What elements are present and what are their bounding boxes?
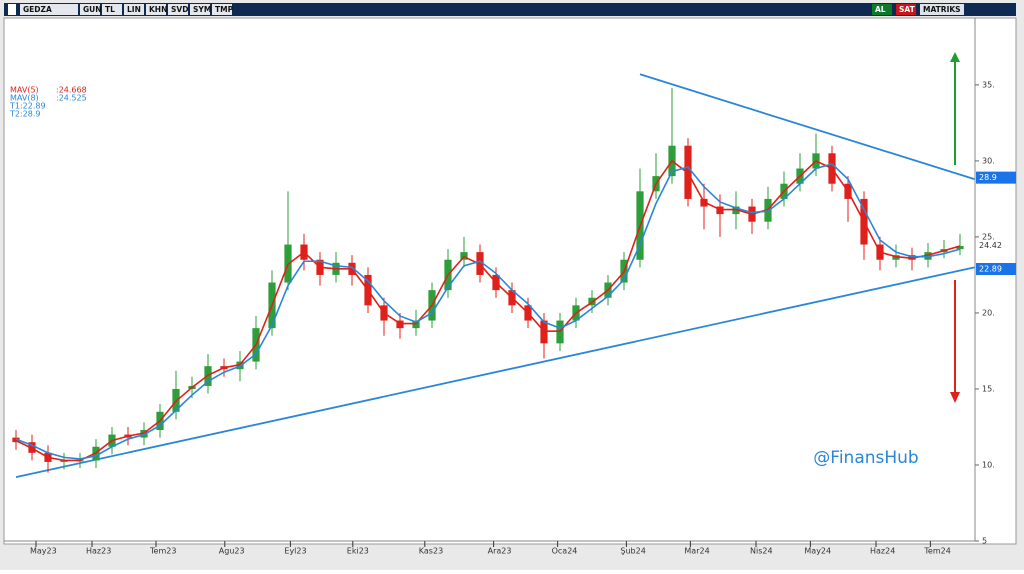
toolbar-button[interactable] xyxy=(124,4,144,15)
toolbar-button[interactable] xyxy=(896,4,916,15)
y-tick-label: 35. xyxy=(982,80,995,89)
legend-name: MAV(5) xyxy=(10,86,39,95)
y-tick-label: 15. xyxy=(982,384,995,393)
x-tick-label: Tem24 xyxy=(923,547,950,556)
toolbar-label: TMP xyxy=(215,5,234,14)
level-label: 24.42 xyxy=(979,241,1002,250)
toolbar-label: GUN xyxy=(83,5,102,14)
toolbar-label: LIN xyxy=(127,5,141,14)
up-arrow-head xyxy=(950,52,960,62)
toolbar-label: SYM xyxy=(193,5,211,14)
x-tick-label: Haz24 xyxy=(870,547,895,556)
level-label: 22.89 xyxy=(979,265,1002,274)
toolbar-button[interactable] xyxy=(190,4,210,15)
x-tick-label: Şub24 xyxy=(620,547,645,556)
y-tick-label: 25. xyxy=(982,232,995,241)
toolbar-label: SVD xyxy=(171,5,188,14)
moving-average xyxy=(15,163,961,460)
level-box xyxy=(976,263,1016,276)
watermark: @FinansHub xyxy=(813,448,918,468)
y-tick-label: 20. xyxy=(982,308,995,317)
x-tick-label: Ara23 xyxy=(488,547,512,556)
y-tick-label: 5 xyxy=(982,537,987,546)
toolbar-button[interactable] xyxy=(212,4,232,15)
toolbar-button[interactable] xyxy=(20,4,78,15)
annotation: T1:22.89 xyxy=(9,102,46,111)
x-tick-label: Agu23 xyxy=(219,547,245,556)
x-tick-label: Mar24 xyxy=(684,547,709,556)
y-tick-label: 10. xyxy=(982,460,995,469)
plot-area xyxy=(3,17,1017,545)
toolbar-button[interactable] xyxy=(80,4,100,15)
toolbar-button[interactable] xyxy=(146,4,166,15)
toolbar-button[interactable] xyxy=(872,4,892,15)
level-box xyxy=(976,171,1016,184)
x-tick-label: Eki23 xyxy=(347,547,369,556)
x-tick-label: Oca24 xyxy=(552,547,578,556)
trendline xyxy=(639,73,975,181)
legend-value: :24.668 xyxy=(56,86,87,95)
level-label: 28.9 xyxy=(979,173,997,182)
down-arrow-head xyxy=(950,392,960,403)
toolbar xyxy=(4,3,1016,16)
x-tick-label: Kas23 xyxy=(419,547,443,556)
candle-body xyxy=(956,246,964,250)
toolbar-label: GEDZA xyxy=(23,5,52,14)
toolbar-items: GEDZA GUN TL LIN KHN SVD SYM TMP AL SAT MATRIKS xyxy=(20,4,964,15)
x-tick-label: Tem23 xyxy=(149,547,176,556)
legend-name: MAV(8) xyxy=(10,94,39,103)
toolbar-label: MATRIKS xyxy=(923,5,961,14)
logo xyxy=(8,4,16,15)
toolbar-label: KHN xyxy=(149,5,167,14)
toolbar-button[interactable] xyxy=(102,4,122,15)
moving-average xyxy=(15,159,961,462)
x-tick-label: Eyl23 xyxy=(284,547,306,556)
x-tick-label: Haz23 xyxy=(86,547,111,556)
toolbar-button[interactable] xyxy=(920,4,964,15)
annotation: T2:28.9 xyxy=(9,110,40,119)
legend-value: :24.525 xyxy=(56,94,87,103)
x-tick-label: Nis24 xyxy=(750,547,773,556)
y-tick-label: 30. xyxy=(982,156,995,165)
toolbar-label: TL xyxy=(105,5,115,14)
toolbar-label: SAT xyxy=(899,5,916,14)
toolbar-button[interactable] xyxy=(168,4,188,15)
trendline xyxy=(15,266,975,479)
x-tick-label: May23 xyxy=(30,547,57,556)
x-tick-label: May24 xyxy=(804,547,831,556)
toolbar-label: AL xyxy=(875,5,886,14)
